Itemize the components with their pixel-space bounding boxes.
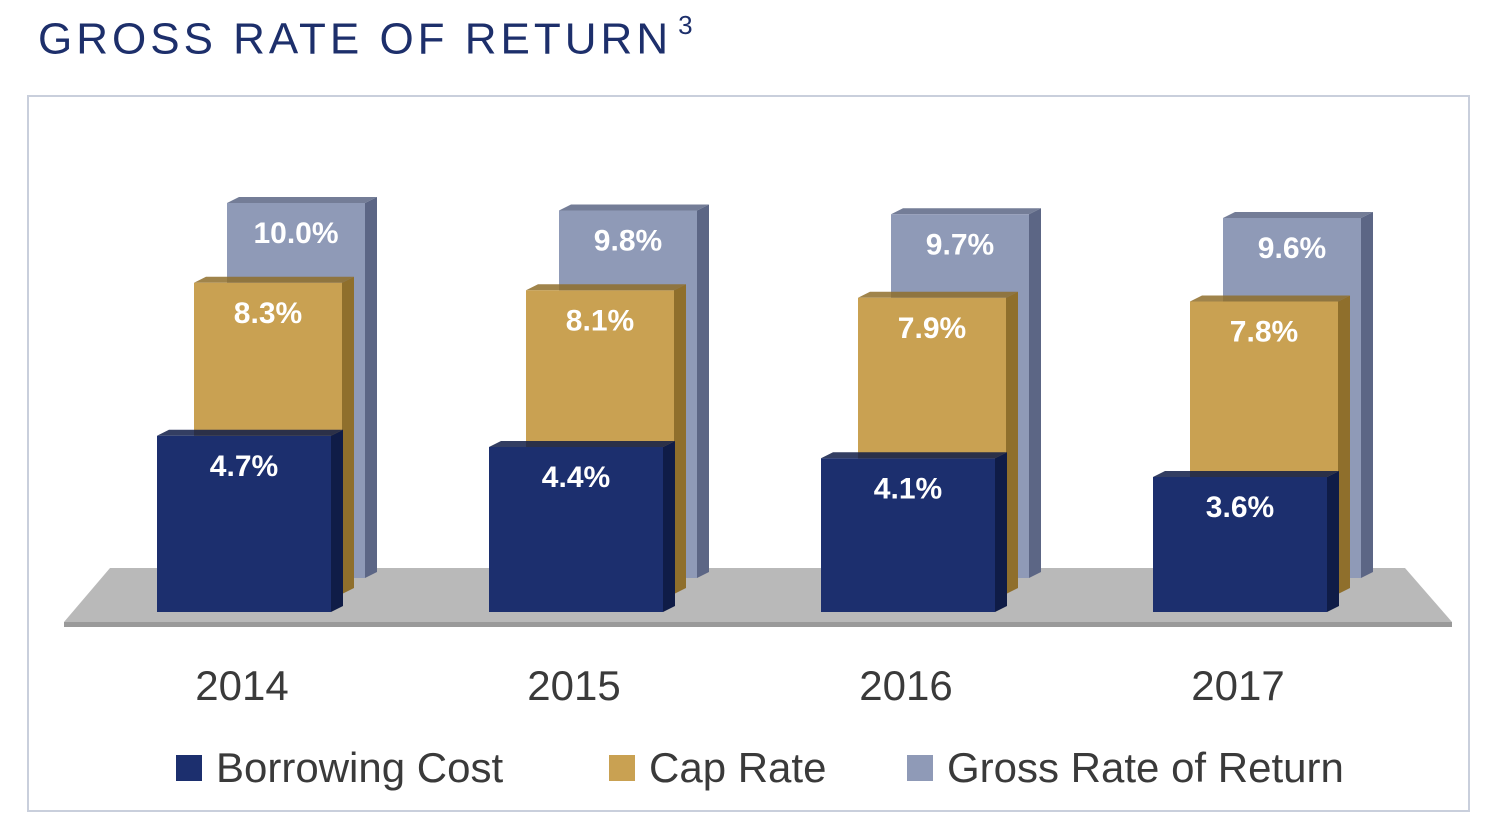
bar-top-cap-rate-2014 — [194, 276, 354, 283]
bar-top-borrowing-cost-2017 — [1153, 471, 1339, 477]
legend-label-gross-rate-of-return: Gross Rate of Return — [947, 744, 1344, 791]
bar-top-cap-rate-2015 — [526, 284, 686, 291]
data-label-gross-rate-of-return-2016: 9.7% — [926, 228, 994, 261]
legend-item-borrowing-cost: Borrowing Cost — [176, 738, 503, 798]
x-tick-label-2016: 2016 — [859, 662, 952, 709]
data-label-gross-rate-of-return-2014: 10.0% — [253, 217, 338, 250]
chart-floor-edge — [64, 622, 1452, 627]
bar-borrowing-cost-2014 — [157, 435, 331, 612]
chart-floor — [64, 568, 1452, 622]
data-label-borrowing-cost-2014: 4.7% — [210, 450, 278, 483]
data-label-borrowing-cost-2017: 3.6% — [1206, 491, 1274, 524]
chart-frame — [27, 95, 1470, 812]
bar-top-borrowing-cost-2016 — [821, 452, 1007, 459]
legend-label-borrowing-cost: Borrowing Cost — [216, 744, 504, 791]
bar-side-borrowing-cost-2014 — [331, 429, 343, 612]
page-title: GROSS RATE OF RETURN 3 — [38, 10, 693, 65]
page-title-text: GROSS RATE OF RETURN — [38, 14, 673, 64]
data-label-gross-rate-of-return-2015: 9.8% — [594, 225, 662, 258]
bar-side-gross-rate-of-return-2017 — [1361, 212, 1373, 578]
bar-borrowing-cost-2015 — [489, 447, 663, 612]
chart-legend: Borrowing Cost Cap Rate Gross Rate of Re… — [0, 738, 1492, 798]
bar-side-cap-rate-2014 — [342, 276, 354, 594]
bar-top-gross-rate-of-return-2016 — [891, 208, 1041, 215]
data-label-cap-rate-2016: 7.9% — [898, 312, 966, 345]
bar-side-borrowing-cost-2015 — [663, 441, 675, 612]
legend-label-cap-rate: Cap Rate — [649, 744, 827, 791]
bar-side-cap-rate-2015 — [674, 284, 686, 594]
legend-item-gross-rate-of-return: Gross Rate of Return — [907, 738, 1344, 798]
x-tick-label-2015: 2015 — [527, 662, 620, 709]
legend-swatch-borrowing-cost — [176, 755, 202, 781]
data-label-cap-rate-2015: 8.1% — [566, 304, 634, 337]
data-label-gross-rate-of-return-2017: 9.6% — [1258, 232, 1326, 265]
data-label-borrowing-cost-2015: 4.4% — [542, 461, 610, 494]
title-footnote: 3 — [678, 10, 693, 40]
bar-top-borrowing-cost-2014 — [157, 429, 343, 436]
bar-top-gross-rate-of-return-2014 — [227, 197, 377, 203]
data-label-borrowing-cost-2016: 4.1% — [874, 472, 942, 505]
x-tick-label-2014: 2014 — [195, 662, 288, 709]
bar-top-borrowing-cost-2015 — [489, 441, 675, 447]
bar-side-gross-rate-of-return-2016 — [1029, 208, 1041, 578]
bar-side-gross-rate-of-return-2015 — [697, 204, 709, 578]
data-label-cap-rate-2017: 7.8% — [1230, 316, 1298, 349]
bar-side-borrowing-cost-2016 — [995, 452, 1007, 612]
bar-side-cap-rate-2016 — [1006, 291, 1018, 594]
bar-side-cap-rate-2017 — [1338, 295, 1350, 594]
legend-swatch-gross-rate-of-return — [907, 755, 933, 781]
legend-item-cap-rate: Cap Rate — [609, 738, 826, 798]
bar-borrowing-cost-2016 — [821, 458, 995, 612]
data-label-cap-rate-2014: 8.3% — [234, 297, 302, 330]
legend-swatch-cap-rate — [609, 755, 635, 781]
bar-side-borrowing-cost-2017 — [1327, 471, 1339, 612]
bar-top-gross-rate-of-return-2015 — [559, 204, 709, 211]
x-tick-label-2017: 2017 — [1191, 662, 1284, 709]
bar-side-gross-rate-of-return-2014 — [365, 197, 377, 578]
bar-top-gross-rate-of-return-2017 — [1223, 212, 1373, 218]
bar-top-cap-rate-2016 — [858, 291, 1018, 298]
bar-borrowing-cost-2017 — [1153, 477, 1327, 612]
bar-top-cap-rate-2017 — [1190, 295, 1350, 302]
